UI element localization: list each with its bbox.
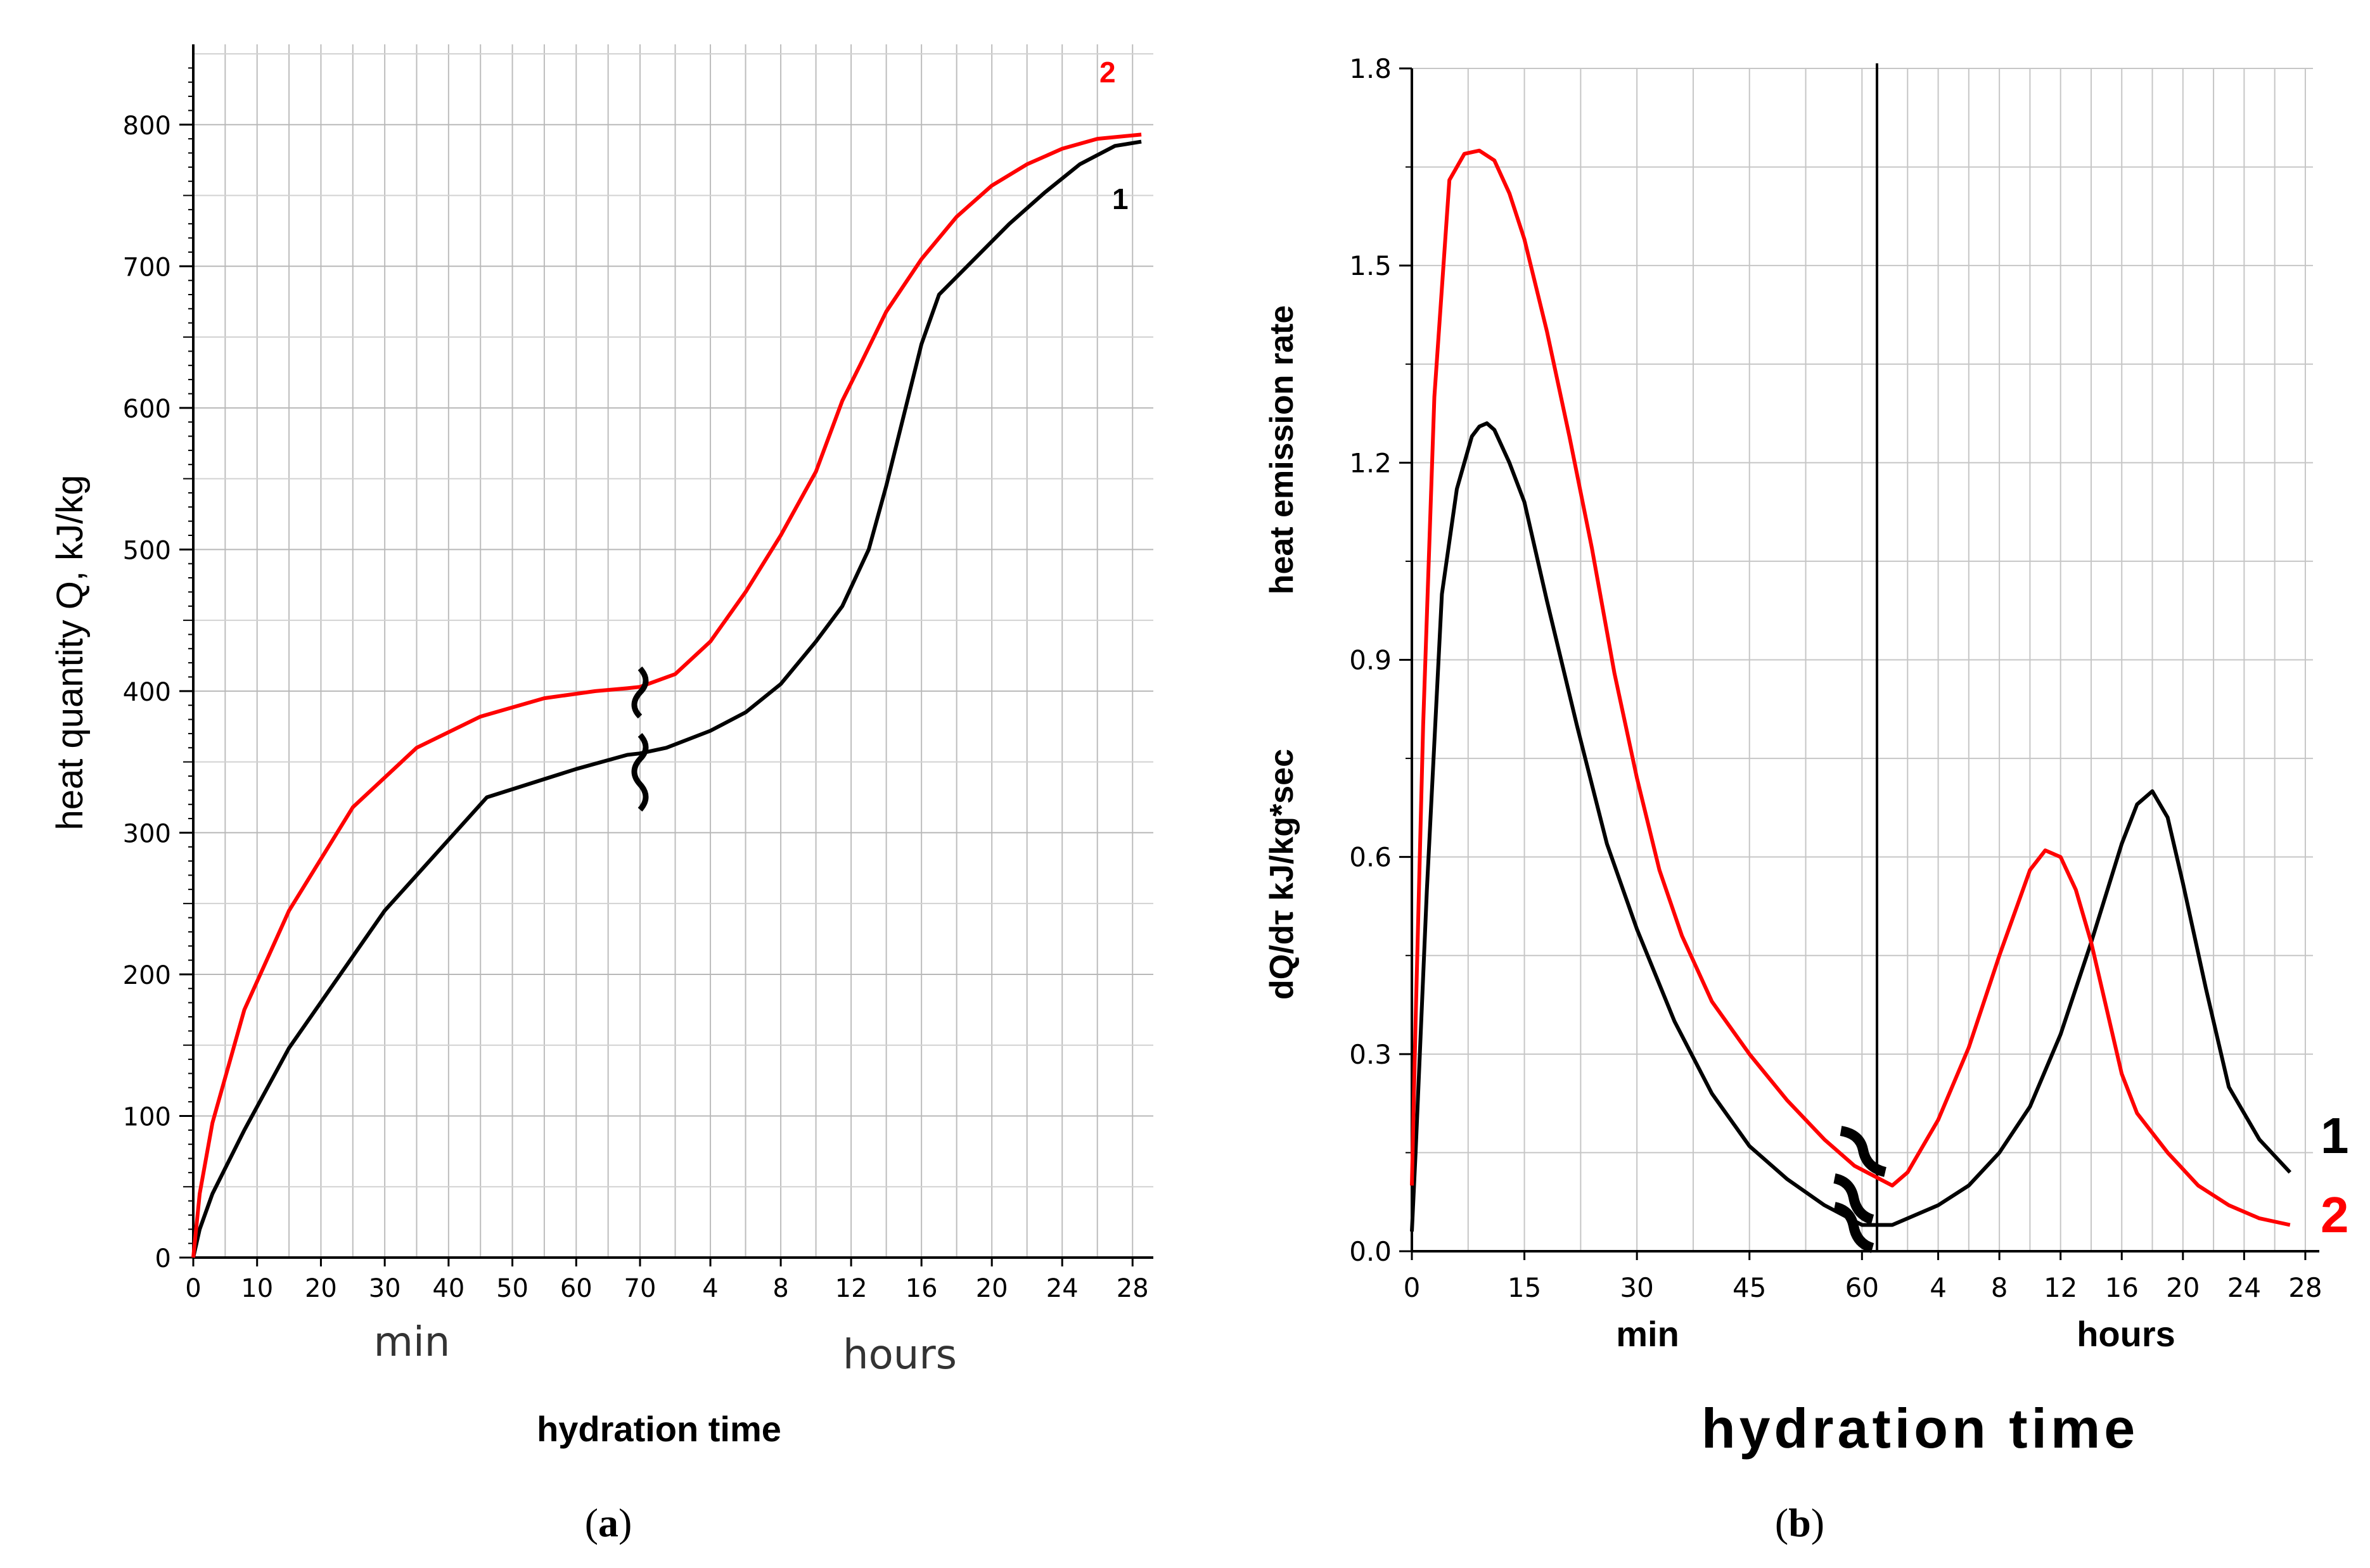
chart-a-x-tick-label: 12 — [835, 1274, 868, 1303]
chart-b-x-tick-label: 16 — [2105, 1272, 2139, 1303]
chart-a-x-tick-label: 24 — [1046, 1274, 1079, 1303]
chart-b-y-ticks: 0.0 0.3 0.6 0.9 1.2 1.5 1.8 — [1349, 53, 1412, 1267]
panel-b-caption: (b) — [1775, 1500, 1824, 1545]
chart-b-y-tick-label: 0.6 — [1349, 842, 1392, 873]
chart-b-x-tick-label: 12 — [2044, 1272, 2077, 1303]
chart-a-hours-unit-label: hours — [843, 1332, 957, 1379]
chart-b-x-tick-label: 60 — [1845, 1272, 1879, 1303]
chart-b-x-tick-label: 0 — [1404, 1272, 1421, 1303]
chart-a-y-ticks: 0 100 200 300 400 500 600 700 800 — [123, 112, 193, 1273]
chart-a-y-tick-label: 500 — [123, 536, 171, 565]
chart-b-axis-break-upper — [1840, 1126, 1887, 1177]
chart-a-x-axis-title: hydration time — [537, 1409, 781, 1449]
chart-a-series-1-label: 1 — [1112, 182, 1129, 215]
chart-b: 0.00.30.60.91.21.51.8 0 15 30 45 60 4 8 12 16 20 2… — [1264, 53, 2349, 1460]
chart-a-y-tick-label: 0 — [155, 1244, 171, 1273]
chart-b-x-tick-label: 24 — [2227, 1272, 2261, 1303]
chart-a-x-tick-label: 30 — [369, 1274, 401, 1303]
chart-a-x-tick-label: 20 — [976, 1274, 1008, 1303]
chart-b-y-axis-label-title: heat emission rate — [1264, 305, 1300, 595]
chart-b-y-tick-label: 1.5 — [1349, 250, 1392, 281]
chart-a-series-1-line — [191, 139, 1142, 1258]
panel-a-caption: (a) — [585, 1500, 632, 1545]
chart-b-grid — [1412, 68, 2313, 1251]
chart-a: 0 100 200 300 400 500 600 700 800 0 10 20 30 40 50 60 7… — [49, 44, 1153, 1449]
chart-b-series-1-line — [1410, 421, 2291, 1232]
chart-a-y-axis-label: heat quantity Q, kJ/kg — [49, 475, 91, 831]
chart-a-x-tick-label: 4 — [702, 1274, 718, 1303]
chart-a-x-tick-label: 8 — [772, 1274, 788, 1303]
chart-b-hours-unit-label: hours — [2077, 1314, 2175, 1354]
chart-a-y-tick-label: 600 — [123, 395, 171, 424]
chart-a-x-tick-label: 60 — [560, 1274, 592, 1303]
chart-a-series-2-label: 2 — [1099, 56, 1116, 89]
chart-b-x-tick-label: 15 — [1508, 1272, 1541, 1303]
chart-b-x-tick-label: 28 — [2288, 1272, 2322, 1303]
chart-a-x-tick-label: 70 — [624, 1274, 657, 1303]
chart-b-y-tick-label: 0.9 — [1349, 645, 1392, 676]
chart-b-y-tick-label: 0.0 — [1349, 1236, 1392, 1267]
chart-a-x-ticks: 0 10 20 30 40 50 60 70 4 8 12 16 20 24 28 — [185, 1258, 1149, 1303]
chart-a-y-tick-label: 700 — [123, 253, 171, 282]
chart-a-axis-break-lower — [631, 732, 649, 812]
chart-b-x-tick-label: 20 — [2166, 1272, 2200, 1303]
chart-b-axis-break-lower — [1833, 1173, 1874, 1253]
chart-b-y-axis-label-units: dQ/dτ kJ/kg*sec — [1264, 749, 1300, 1000]
chart-a-x-tick-label: 10 — [241, 1274, 273, 1303]
chart-b-y-tick-label: 1.8 — [1349, 53, 1392, 84]
chart-b-series-2-label: 2 — [2321, 1187, 2349, 1243]
chart-b-x-ticks: 0 15 30 45 60 4 8 12 16 20 24 28 — [1404, 1251, 2322, 1303]
chart-a-y-tick-label: 300 — [123, 819, 171, 848]
chart-a-axis-break-upper — [631, 666, 649, 719]
chart-a-x-tick-label: 20 — [305, 1274, 337, 1303]
chart-b-min-unit-label: min — [1616, 1314, 1679, 1354]
chart-a-x-tick-label: 28 — [1117, 1274, 1149, 1303]
chart-a-y-tick-label: 200 — [123, 961, 171, 990]
chart-a-series-2-line — [191, 132, 1142, 1258]
chart-b-y-tick-label: 0.3 — [1349, 1039, 1392, 1070]
chart-b-x-tick-label: 4 — [1930, 1272, 1947, 1303]
chart-a-y-tick-label: 400 — [123, 678, 171, 707]
chart-a-x-tick-label: 50 — [496, 1274, 528, 1303]
chart-b-y-tick-label: 1.2 — [1349, 447, 1392, 478]
chart-a-x-tick-label: 16 — [906, 1274, 938, 1303]
chart-a-min-unit-label: min — [374, 1319, 451, 1366]
chart-b-x-tick-label: 8 — [1991, 1272, 2008, 1303]
chart-a-x-tick-label: 40 — [432, 1274, 464, 1303]
chart-a-x-tick-label: 0 — [185, 1274, 201, 1303]
chart-a-y-tick-label: 800 — [123, 112, 171, 141]
chart-b-x-tick-label: 30 — [1620, 1272, 1653, 1303]
chart-a-grid — [183, 44, 1153, 1258]
chart-a-y-tick-label: 100 — [123, 1102, 171, 1131]
chart-b-x-tick-label: 45 — [1733, 1272, 1766, 1303]
chart-b-series-1-label: 1 — [2321, 1107, 2349, 1164]
chart-b-x-axis-title: hydration time — [1701, 1397, 2139, 1460]
chart-b-series-2-line — [1410, 148, 2291, 1227]
